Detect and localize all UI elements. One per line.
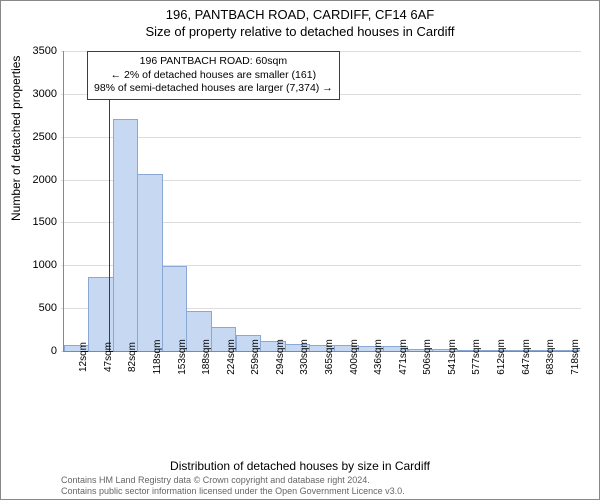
xtick-label: 647sqm <box>521 339 532 375</box>
xtick-label: 577sqm <box>471 339 482 375</box>
xtick-label: 400sqm <box>349 339 360 375</box>
xtick-label: 188sqm <box>201 339 212 375</box>
footer-line2: Contains public sector information licen… <box>61 486 405 497</box>
grid-line <box>61 137 581 138</box>
ytick-label: 3000 <box>17 88 57 100</box>
xtick-label: 47sqm <box>103 342 114 372</box>
xtick-label: 330sqm <box>299 339 310 375</box>
xtick-label: 612sqm <box>496 339 507 375</box>
ytick-label: 1500 <box>17 216 57 228</box>
annotation-box: 196 PANTBACH ROAD: 60sqm ← 2% of detache… <box>87 51 340 100</box>
plot-area: 12sqm 47sqm 82sqm 118sqm 153sqm 188sqm 224sqm 2… <box>61 49 581 399</box>
ytick-label: 3500 <box>17 45 57 57</box>
xtick-label: 471sqm <box>398 339 409 375</box>
xtick-label: 506sqm <box>422 339 433 375</box>
xtick-label: 294sqm <box>275 339 286 375</box>
xtick-label: 82sqm <box>127 342 138 372</box>
chart-container: 196, PANTBACH ROAD, CARDIFF, CF14 6AF Si… <box>0 0 600 500</box>
x-axis-label: Distribution of detached houses by size … <box>1 459 599 473</box>
ytick-label: 2500 <box>17 131 57 143</box>
xtick-label: 683sqm <box>545 339 556 375</box>
xtick-label: 365sqm <box>324 339 335 375</box>
ytick-label: 1000 <box>17 259 57 271</box>
bar <box>113 119 138 351</box>
xtick-label: 118sqm <box>152 340 163 375</box>
ytick-label: 500 <box>17 302 57 314</box>
xtick-label: 718sqm <box>570 339 581 375</box>
title-line1: 196, PANTBACH ROAD, CARDIFF, CF14 6AF <box>1 7 599 22</box>
annotation-line3: 98% of semi-detached houses are larger (… <box>94 82 333 96</box>
bar <box>137 174 162 351</box>
xtick-label: 224sqm <box>226 339 237 375</box>
annotation-line1: 196 PANTBACH ROAD: 60sqm <box>94 55 333 69</box>
xtick-label: 259sqm <box>250 339 261 375</box>
xtick-label: 153sqm <box>177 339 188 375</box>
xtick-label: 541sqm <box>447 339 458 375</box>
ytick-label: 0 <box>17 345 57 357</box>
y-axis-line <box>63 51 64 351</box>
xtick-label: 12sqm <box>78 342 89 372</box>
title-line2: Size of property relative to detached ho… <box>1 24 599 39</box>
xtick-label: 436sqm <box>373 339 384 375</box>
footer-line1: Contains HM Land Registry data © Crown c… <box>61 475 405 486</box>
footer-attribution: Contains HM Land Registry data © Crown c… <box>61 475 405 497</box>
annotation-line2: ← 2% of detached houses are smaller (161… <box>94 69 333 83</box>
ytick-label: 2000 <box>17 174 57 186</box>
